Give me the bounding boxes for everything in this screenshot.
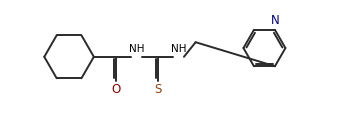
Text: S: S [154,83,161,96]
Text: O: O [111,83,120,96]
Text: NH: NH [171,44,186,54]
Text: NH: NH [129,44,145,54]
Text: N: N [271,14,279,27]
